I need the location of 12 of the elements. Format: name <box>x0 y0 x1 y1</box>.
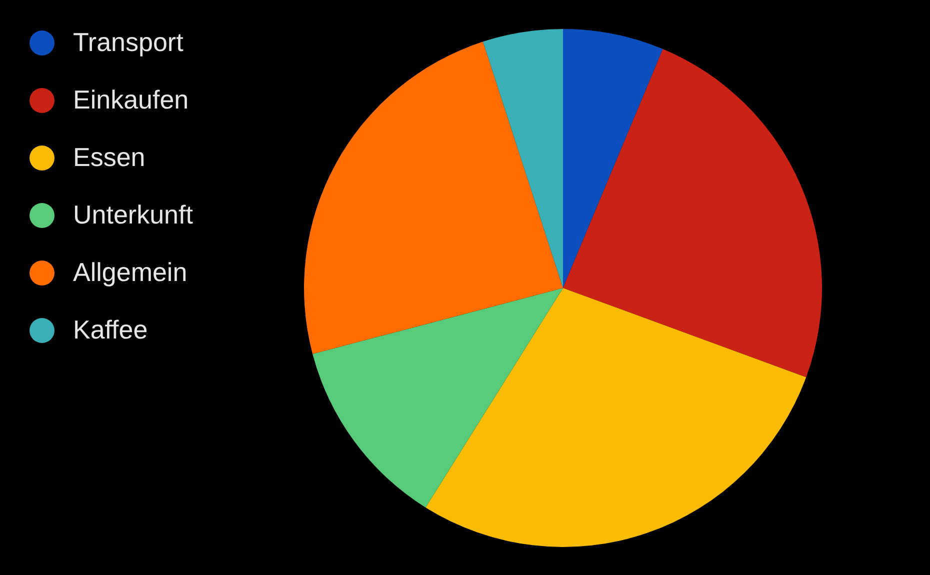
pie-slice <box>563 49 822 378</box>
legend-label: Essen <box>73 142 146 172</box>
legend-label: Unterkunft <box>73 200 194 230</box>
pie-slice <box>563 29 663 288</box>
pie-slice <box>304 42 563 354</box>
legend-label: Kaffee <box>73 314 148 344</box>
legend-label: Allgemein <box>73 257 188 287</box>
pie-slice <box>482 29 563 288</box>
pie-slice <box>312 288 563 508</box>
legend-label: Transport <box>73 27 184 57</box>
legend-label: Einkaufen <box>73 84 189 114</box>
pie-slice <box>426 288 806 547</box>
